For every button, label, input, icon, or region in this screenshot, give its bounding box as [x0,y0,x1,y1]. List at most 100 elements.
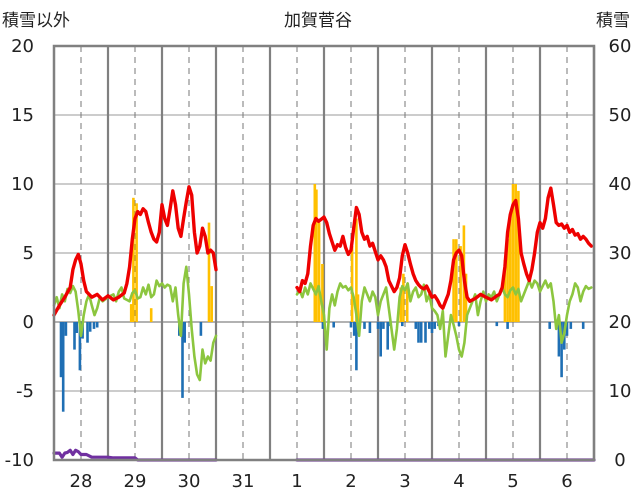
bar-orange [356,294,360,322]
bar-blue [199,322,203,336]
bar-blue [352,322,356,336]
bar-blue [419,322,423,343]
bar-blue [59,322,63,378]
bar-blue [86,322,89,343]
bar-blue [506,322,509,329]
bar-blue [92,322,96,329]
bar-blue [560,322,563,378]
x-tick-label: 5 [507,471,518,492]
left-tick-label: 10 [11,174,34,195]
bar-orange [315,189,318,322]
bar-orange [129,304,133,322]
bar-blue [78,322,82,371]
bar-blue [61,322,65,412]
bar-blue [581,322,585,329]
series-line-red [52,185,218,317]
bar-orange [135,203,138,322]
bar-orange [452,239,455,322]
right-tick-label: 10 [609,381,632,402]
bar-orange [313,184,317,322]
bar-blue [382,322,385,329]
right-tick-label: 60 [609,36,632,57]
gridlines [54,46,596,460]
bar-orange [509,218,512,322]
chart-title: 加賀菅谷 [284,11,352,31]
bar-orange [511,184,515,322]
bar-blue [376,322,380,329]
series-line-red [295,186,593,310]
bar-blue [428,322,431,329]
bar-blue [379,322,382,357]
x-tick-label: 30 [178,471,201,492]
plot-frame [52,44,596,462]
right-axis-title: 積雪 [596,11,630,31]
x-tick-label: 2 [345,471,356,492]
bar-orange [207,222,211,322]
bar-orange [455,239,458,322]
left-tick-label: 0 [23,312,34,333]
bar-orange [506,239,509,322]
bar-blue [75,322,78,333]
left-axis-ticks: 20 15 10 5 0 -5 -10 [5,36,34,471]
right-tick-label: 40 [609,174,632,195]
bar-orange [514,184,517,322]
bar-orange [350,246,354,322]
bar-orange [355,218,358,322]
bar-blue [401,322,404,327]
right-tick-label: 30 [609,243,632,264]
bar-blue [363,322,366,329]
bar-orange [132,197,135,322]
bar-blue [417,322,420,343]
bar-blue [414,322,418,329]
bar-blue [457,322,461,327]
x-tick-label: 29 [124,471,147,492]
bar-blue [424,322,427,343]
bar-blue [430,322,434,333]
bar-orange [149,308,153,322]
left-tick-label: 5 [23,243,34,264]
right-tick-label: 0 [614,450,625,471]
bar-orange [405,283,409,322]
x-tick-label: 3 [399,471,410,492]
bar-blue [95,322,99,328]
left-tick-label: 20 [11,36,34,57]
bar-blue [495,322,499,327]
bar-blue [355,322,358,371]
bar-orange [317,222,321,322]
bar-blue [349,322,353,328]
bar-orange [517,190,520,322]
bar-blue [565,322,569,336]
left-axis-title: 積雪以外 [2,11,70,31]
bar-blue [181,322,184,398]
right-tick-label: 20 [609,312,632,333]
x-tick-label: 31 [232,471,255,492]
bar-orange [321,264,324,322]
x-tick-label: 6 [561,471,572,492]
bar-blue [557,322,561,357]
bar-blue [548,322,551,329]
x-tick-label: 4 [453,471,464,492]
bar-blue [73,322,76,350]
x-tick-label: 1 [291,471,302,492]
series-line-green [295,279,593,358]
left-tick-label: -5 [16,381,34,402]
bar-blue [321,322,325,329]
series-line-green [52,265,218,382]
bar-orange [210,286,213,322]
bar-orange [399,287,402,322]
x-tick-label: 28 [70,471,93,492]
series-line-purple [52,448,218,462]
bar-blue [368,322,372,333]
left-tick-label: 15 [11,105,34,126]
bar-blue [64,322,68,336]
bar-blue [386,322,389,350]
right-axis-ticks: 60 50 40 30 20 10 0 [609,36,632,471]
bar-orange [459,246,462,322]
left-tick-label: -10 [5,450,34,471]
plot-border [52,44,596,462]
bar-blue [332,322,335,328]
bar-blue [433,322,436,329]
right-tick-label: 50 [609,105,632,126]
bar-blue [183,322,186,343]
